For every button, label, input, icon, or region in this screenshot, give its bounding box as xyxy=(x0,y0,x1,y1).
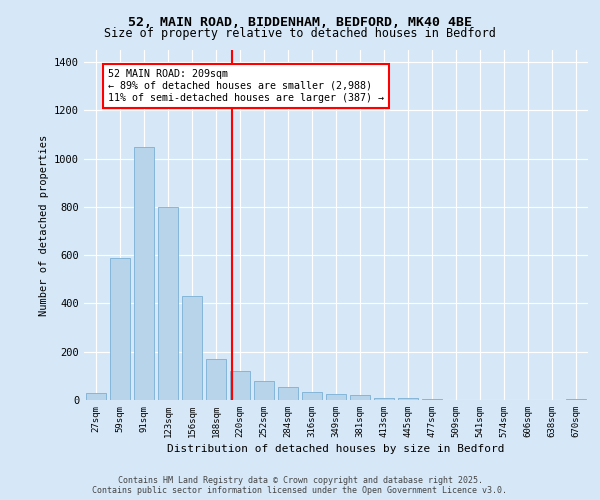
Text: Size of property relative to detached houses in Bedford: Size of property relative to detached ho… xyxy=(104,28,496,40)
Bar xyxy=(230,371,250,400)
Bar xyxy=(302,392,322,400)
Bar xyxy=(374,398,394,400)
Text: 52 MAIN ROAD: 209sqm
← 89% of detached houses are smaller (2,988)
11% of semi-de: 52 MAIN ROAD: 209sqm ← 89% of detached h… xyxy=(108,70,384,102)
Bar xyxy=(158,207,178,400)
Y-axis label: Number of detached properties: Number of detached properties xyxy=(38,134,49,316)
Bar xyxy=(86,393,106,400)
Text: Contains HM Land Registry data © Crown copyright and database right 2025.
Contai: Contains HM Land Registry data © Crown c… xyxy=(92,476,508,495)
Bar xyxy=(422,399,442,400)
Bar xyxy=(398,398,418,400)
Bar xyxy=(566,399,586,400)
Bar xyxy=(134,146,154,400)
Bar xyxy=(206,359,226,400)
Bar xyxy=(326,394,346,400)
Bar xyxy=(110,258,130,400)
Text: 52, MAIN ROAD, BIDDENHAM, BEDFORD, MK40 4BE: 52, MAIN ROAD, BIDDENHAM, BEDFORD, MK40 … xyxy=(128,16,472,29)
Bar xyxy=(350,395,370,400)
Bar xyxy=(254,380,274,400)
Bar xyxy=(278,386,298,400)
Bar xyxy=(182,296,202,400)
X-axis label: Distribution of detached houses by size in Bedford: Distribution of detached houses by size … xyxy=(167,444,505,454)
